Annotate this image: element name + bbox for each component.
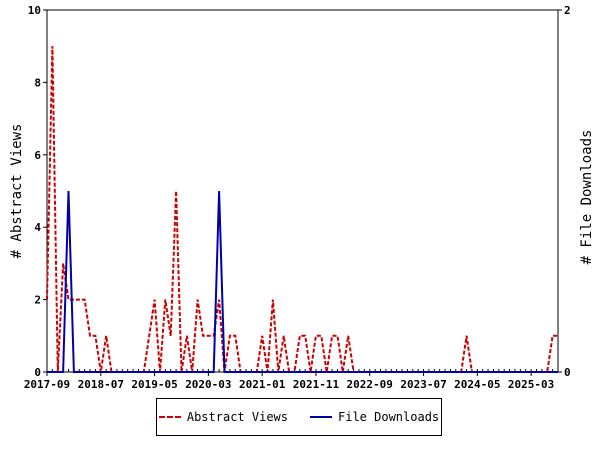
plot-area bbox=[46, 9, 559, 373]
y-axis-ticks: 0 2 4 6 8 10 bbox=[28, 4, 47, 379]
legend-swatch-abstract-views bbox=[158, 416, 181, 418]
x-tick-label: 2019-05 bbox=[131, 378, 177, 391]
series-layer bbox=[46, 46, 558, 373]
x-tick-label: 2018-07 bbox=[78, 378, 124, 391]
y2-tick-label: 0 bbox=[564, 366, 571, 379]
x-tick-label: 2022-09 bbox=[347, 378, 393, 391]
x-tick-label: 2024-05 bbox=[454, 378, 500, 391]
legend-item-abstract-views: Abstract Views bbox=[158, 410, 288, 424]
series-line-file-downloads bbox=[47, 190, 558, 373]
y-axis-title: # Abstract Views bbox=[9, 124, 25, 259]
x-tick-label: 2017-09 bbox=[24, 378, 70, 391]
y-tick-label: 2 bbox=[34, 294, 41, 307]
legend-label-file-downloads: File Downloads bbox=[338, 410, 440, 424]
y-tick-label: 8 bbox=[34, 76, 41, 89]
y-tick-label: 10 bbox=[28, 4, 41, 17]
x-tick-label: 2025-03 bbox=[508, 378, 554, 391]
y2-tick-label: 2 bbox=[564, 4, 571, 17]
x-tick-label: 2021-01 bbox=[239, 378, 286, 391]
legend-item-file-downloads: File Downloads bbox=[310, 410, 439, 424]
y-tick-label: 4 bbox=[34, 221, 41, 234]
y2-axis-title: # File Downloads bbox=[579, 130, 595, 265]
x-axis-ticks: 2017-09 2018-07 2019-05 2020-03 2021-01 2021-… bbox=[24, 369, 559, 391]
legend: Abstract Views File Downloads bbox=[156, 398, 442, 436]
legend-swatch-file-downloads bbox=[310, 416, 332, 418]
x-tick-label: 2021-11 bbox=[293, 378, 340, 391]
legend-label-abstract-views: Abstract Views bbox=[186, 410, 288, 424]
y-tick-label: 6 bbox=[34, 149, 41, 162]
y-tick-label: 0 bbox=[34, 366, 41, 379]
y2-axis-ticks: 02 bbox=[558, 4, 571, 379]
x-tick-label: 2023-07 bbox=[400, 378, 446, 391]
x-tick-label: 2020-03 bbox=[185, 378, 231, 391]
